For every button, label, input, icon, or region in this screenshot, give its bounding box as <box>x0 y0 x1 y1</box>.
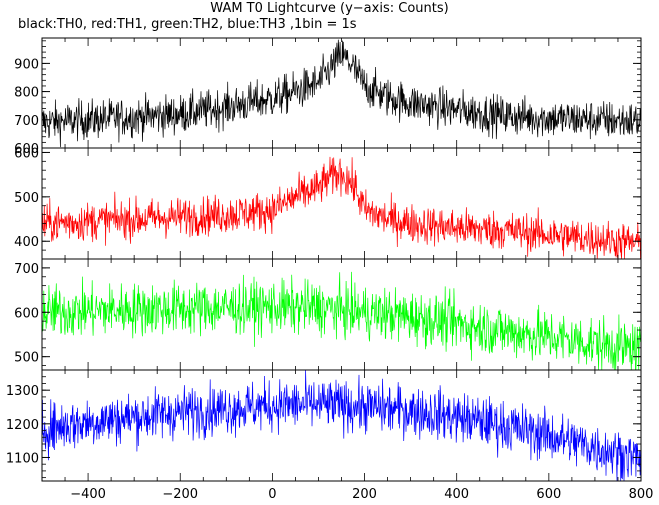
x-tick-label: 400 <box>444 487 469 502</box>
panel-th3: 1100 1200 1300 <box>6 369 642 482</box>
y-tick-label: 1100 <box>6 451 39 466</box>
panel-th1: 400 500 600 <box>14 146 642 260</box>
x-tick-label: −400 <box>70 487 106 502</box>
y-tick-label: 600 <box>14 306 39 321</box>
x-tick-label: 800 <box>629 487 654 502</box>
x-tick-label: 600 <box>536 487 561 502</box>
y-tick-label: 400 <box>14 235 39 250</box>
x-tick-label: 200 <box>352 487 377 502</box>
panel-th0: 600 700 800 900 <box>14 37 642 157</box>
chart-subtitle: black:TH0, red:TH1, green:TH2, blue:TH3 … <box>18 17 357 32</box>
y-tick-label: 500 <box>14 351 39 366</box>
y-tick-label: 800 <box>14 86 39 101</box>
series-line-th1 <box>41 156 642 260</box>
y-tick-label: 900 <box>14 57 39 72</box>
y-tick-label: 600 <box>14 146 39 161</box>
chart-title: WAM T0 Lightcurve (y−axis: Counts) <box>210 1 449 16</box>
series-line-th0 <box>41 39 642 148</box>
y-tick-label: 1300 <box>6 384 39 399</box>
panel-frame <box>41 369 642 482</box>
y-tick-label: 1200 <box>6 418 39 433</box>
y-tick-label: 700 <box>14 114 39 129</box>
y-tick-label: 700 <box>14 262 39 277</box>
series-line-th3 <box>41 370 642 482</box>
series-line-th2 <box>41 271 642 371</box>
panel-frame <box>41 258 642 371</box>
x-tick-label: 0 <box>268 487 276 502</box>
y-tick-label: 500 <box>14 191 39 206</box>
panel-th2: 500 600 700 <box>14 258 642 371</box>
y-tick-label: 600 <box>14 142 39 157</box>
x-tick-label: −200 <box>162 487 198 502</box>
panel-frame <box>41 147 642 260</box>
